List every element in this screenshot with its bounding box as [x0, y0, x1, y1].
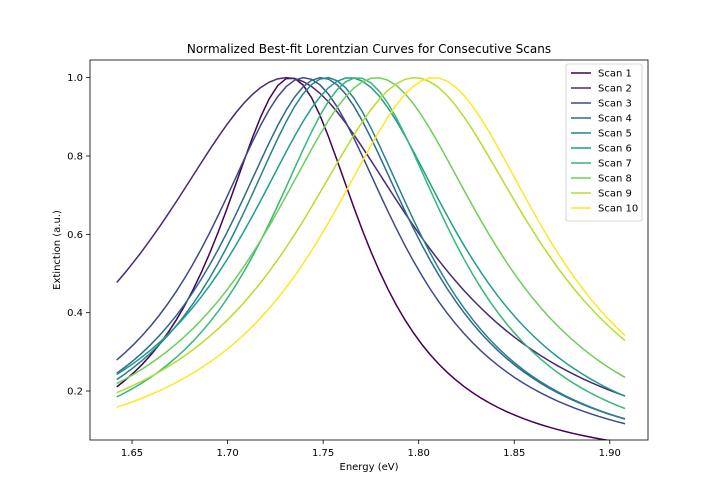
x-tick-label: 1.85 [503, 448, 525, 459]
series-line-scan-9 [116, 76, 626, 394]
y-tick-label: 0.2 [67, 387, 83, 398]
series-line-scan-6 [116, 77, 626, 397]
legend-label: Scan 2 [598, 84, 632, 95]
y-axis-ticks: 0.2 0.4 0.6 0.8 1.0 [67, 73, 90, 398]
series-line-scan-3 [116, 76, 626, 425]
legend: Scan 1 Scan 2 Scan 3 Scan 4 Scan 5 Scan 6 Scan… [565, 63, 643, 222]
legend-label: Scan 6 [598, 144, 632, 155]
x-tick-label: 1.80 [408, 448, 430, 459]
y-tick-label: 1.0 [67, 73, 83, 84]
legend-label: Scan 9 [598, 189, 632, 200]
x-axis-ticks: 1.65 1.70 1.75 1.80 1.85 1.90 [121, 440, 621, 459]
series-line-scan-5 [116, 76, 626, 420]
y-axis-label: Extinction (a.u.) [52, 210, 63, 290]
series-line-scan-2 [116, 76, 626, 397]
series-line-scan-1 [116, 77, 611, 440]
series-line-scan-4 [116, 76, 626, 420]
legend-label: Scan 5 [598, 129, 632, 140]
series-layer [116, 76, 626, 440]
legend-label: Scan 8 [598, 174, 632, 185]
legend-label: Scan 10 [598, 204, 638, 215]
x-tick-label: 1.90 [599, 448, 621, 459]
x-axis-label: Energy (eV) [340, 462, 399, 473]
y-tick-label: 0.6 [67, 230, 83, 241]
x-tick-label: 1.65 [121, 448, 143, 459]
plot-frame [89, 59, 649, 441]
series-line-scan-10 [116, 77, 626, 409]
legend-label: Scan 3 [598, 99, 632, 110]
legend-label: Scan 4 [598, 114, 632, 125]
x-tick-label: 1.70 [216, 448, 238, 459]
chart-title: Normalized Best-fit Lorentzian Curves fo… [187, 42, 551, 56]
x-tick-label: 1.75 [312, 448, 334, 459]
legend-label: Scan 7 [598, 159, 632, 170]
y-tick-label: 0.8 [67, 151, 83, 162]
series-line-scan-7 [116, 77, 626, 410]
y-tick-label: 0.4 [67, 308, 83, 319]
series-line-scan-8 [116, 77, 626, 385]
legend-label: Scan 1 [598, 69, 632, 80]
